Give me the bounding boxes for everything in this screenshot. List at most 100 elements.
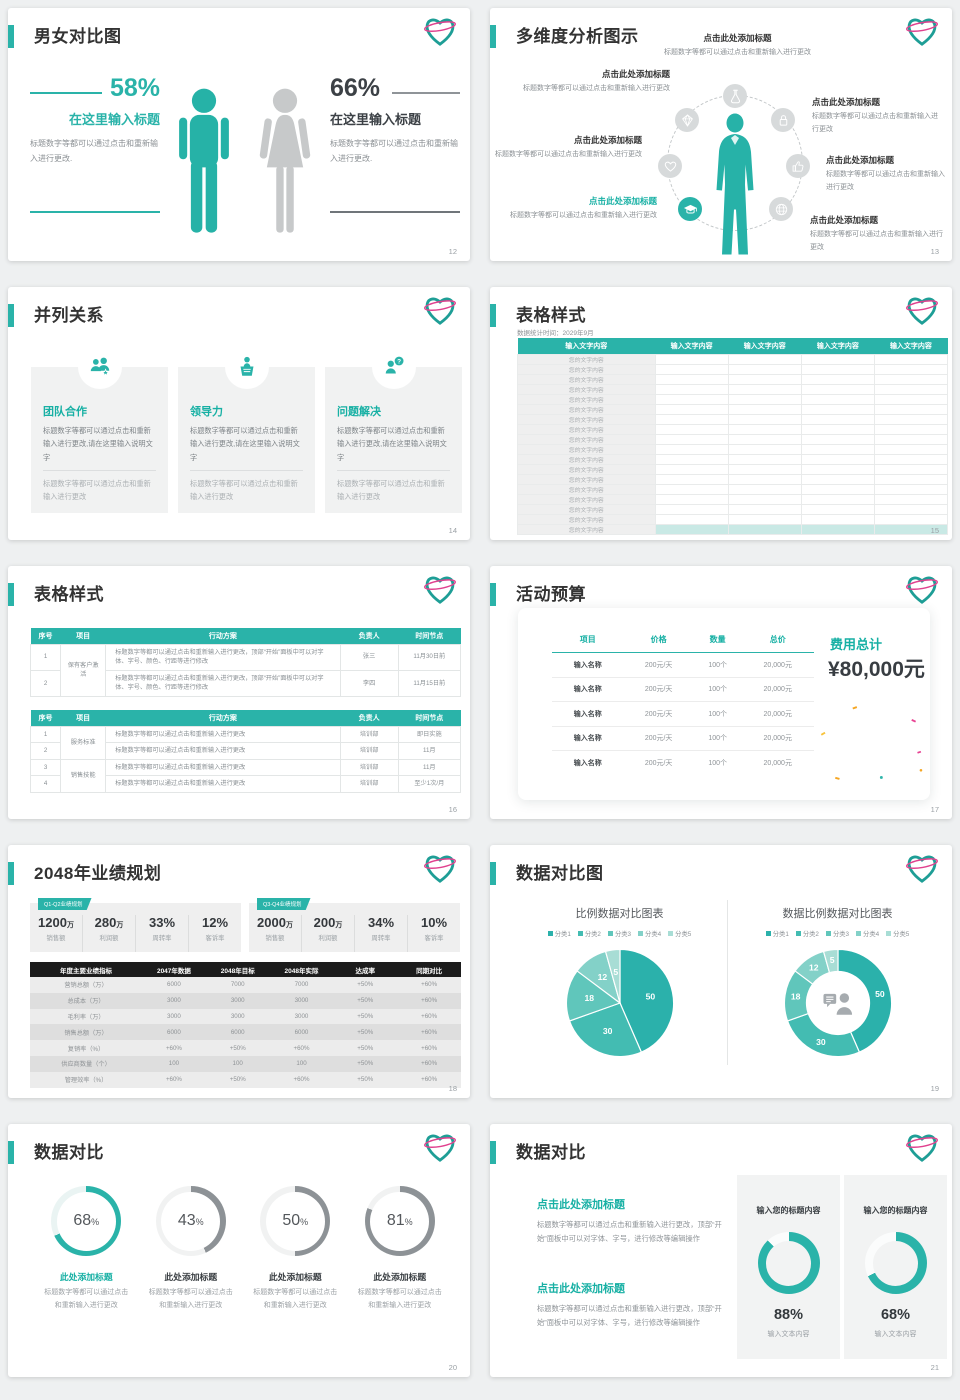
slide-title: 表格样式 [516, 306, 586, 325]
svg-text:50: 50 [875, 989, 885, 999]
stat-value: 34% [355, 915, 407, 931]
column-header: 行动方案 [105, 710, 341, 726]
stat-number: 12% [201, 915, 229, 930]
table-row: 4 标题数字等都可以通过点击和重新输入进行更改 培训部 至少1次/月 [29, 775, 462, 793]
card-body: 标题数字等都可以通过点击和重新输入进行更改,请在这里输入说明文字 [337, 424, 450, 471]
table-cell-empty [727, 383, 802, 395]
budget-row: 输入名称 200元/天 100个 20,000元 [552, 701, 814, 727]
card-heading: 输入您的标题内容 [756, 1206, 821, 1215]
table-cell-empty [800, 493, 875, 505]
ring-stats-row: 68% 此处添加标题 标题数字等都可以通过点击和重新输入进行更改 43% 此处添… [34, 1186, 452, 1312]
kpi-cell: 7000 [205, 977, 270, 993]
brand-logo-icon [905, 853, 939, 884]
stat-number: 2000 [257, 915, 286, 930]
ring-hole: 68% [56, 1191, 116, 1251]
slide-18[interactable]: 2048年业绩规划 Q1-Q2业绩规划 1200万 销售额 280万 利润额 3… [8, 845, 470, 1098]
chart-legend: 分类1 分类2 分类3 分类4 分类5 [730, 929, 945, 938]
slide-20[interactable]: 数据对比 68% 此处添加标题 标题数字等都可以通过点击和重新输入进行更改 43… [8, 1124, 470, 1377]
slide-14[interactable]: 并列关系 团队合作 标题数字等都可以通过点击和重新输入进行更改,请在这里输入说明… [8, 287, 470, 540]
male-subtitle: 在这里输入标题 [68, 112, 160, 127]
kpi-cell: +60% [142, 1040, 206, 1056]
slide-13[interactable]: 多维度分析图示 点击此处添加标题 标题数字等都可以通过点击和重新输入进行更改 点… [490, 8, 952, 261]
table-cell-empty [654, 403, 729, 415]
item-total: 20,000元 [763, 760, 792, 767]
block-body: 标题数字等都可以通过点击和重新输入进行更改 [664, 48, 811, 56]
diamond-icon [675, 108, 699, 132]
column-header: 数量 [693, 634, 742, 653]
legend-label: 分类5 [893, 931, 910, 938]
svg-text:30: 30 [602, 1026, 612, 1036]
divider [392, 92, 460, 94]
table-cell-empty [800, 423, 875, 435]
kpi-row: 供应商数量（个） 100 100 100 +50% +60% [30, 1055, 461, 1072]
page-number: 20 [448, 1363, 457, 1372]
table-row: 您的文字内容 [517, 473, 949, 485]
table-cell-empty [873, 403, 949, 415]
table-cell-empty [800, 373, 875, 385]
slide-12[interactable]: 男女对比图 58% 在这里输入标题 标题数字等都可以通过点击和重新输入进行更改.… [8, 8, 470, 261]
table-cell-empty [800, 513, 875, 525]
column-header: 项目 [552, 634, 624, 653]
slide-16[interactable]: 表格样式 序号 项目 行动方案 负责人 时间节点 1 保有客户激活 标题数字等都可以通过… [8, 566, 470, 819]
slide-title: 并列关系 [34, 306, 104, 325]
action-plan-table-2: 序号 项目 行动方案 负责人 时间节点 1 服务标准 标题数字等都可以通过点击和重新输入… [29, 710, 462, 793]
plan-cell: 标题数字等都可以通过点击和重新输入进行更改 [105, 758, 341, 777]
table-cell-empty [727, 513, 802, 525]
text-block: 点击此处添加标题 标题数字等都可以通过点击和重新输入进行更改，顶部“开始”面板中… [537, 1196, 722, 1246]
table-cell: 您的文字内容 [517, 433, 656, 445]
table-row: 您的文字内容 [517, 353, 949, 365]
slide-21[interactable]: 数据对比 点击此处添加标题 标题数字等都可以通过点击和重新输入进行更改，顶部“开… [490, 1124, 952, 1377]
ring-hole: 81% [370, 1191, 430, 1251]
card-caption: 输入文本内容 [767, 1331, 810, 1338]
kpi-row: 销售总额（万） 6000 6000 6000 +50% +60% [30, 1024, 461, 1041]
slide-15[interactable]: 表格样式 数据统计时间：2029年9月 输入文字内容 输入文字内容 输入文字内容 输入… [490, 287, 952, 540]
table-cell-empty [727, 373, 802, 385]
card-caption: 输入文本内容 [874, 1331, 917, 1338]
legend-item: 分类2 [795, 929, 819, 938]
stat-unit: 万 [285, 922, 293, 929]
percent-value: 50% [282, 1212, 308, 1230]
donut-chart: 50 30 18 12 5 [783, 948, 892, 1058]
table-cell-empty [654, 413, 729, 425]
team-icon [77, 345, 122, 389]
legend-label: 分类3 [832, 931, 850, 938]
owner-cell: 张三 [339, 643, 399, 671]
table-row: 您的文字内容 [517, 413, 949, 425]
legend-label: 分类3 [614, 931, 632, 938]
title-accent-bar [490, 304, 496, 327]
feature-card-leadership: 领导力 标题数字等都可以通过点击和重新输入进行更改,请在这里输入说明文字 标题数… [178, 345, 315, 513]
table-cell-empty [800, 353, 875, 365]
title-accent-bar [8, 304, 14, 327]
total-cost-label: 费用总计 [830, 637, 883, 652]
male-body-text: 标题数字等都可以通过点击和重新输入进行更改. [30, 139, 158, 164]
slide-title: 数据对比 [34, 1143, 104, 1162]
kpi-row: 营销总额（万） 6000 7000 7000 +50% +60% [30, 977, 461, 993]
item-total: 20,000元 [741, 652, 814, 678]
kpi-cell: 3000 [269, 992, 334, 1009]
project-cell: 销售技能 [60, 758, 107, 793]
card-body: 标题数字等都可以通过点击和重新输入进行更改,请在这里输入说明文字 [43, 424, 156, 471]
owner-cell: 培训部 [339, 775, 399, 793]
table-row: 您的文字内容 [517, 423, 949, 435]
item-name: 输入名称 [552, 726, 624, 751]
table-cell-empty [800, 393, 875, 405]
kpi-row: 管理效率（%） +60% +50% +60% +50% +60% [30, 1071, 461, 1088]
block-title: 点击此处添加标题 [826, 155, 895, 165]
table-cell-empty [654, 383, 729, 395]
ring-hole: 43% [161, 1191, 221, 1251]
slide-19[interactable]: 数据对比图 比例数据对比图表 分类1 分类2 分类3 分类4 分类5 50 30 18 12 5… [490, 845, 952, 1098]
male-figure-icon [166, 88, 242, 236]
ring-hole: 50% [265, 1191, 325, 1251]
slide-17[interactable]: 活动预算 项目 价格 数量 总价 输入名称 200元/天 100个 20,000元 输… [490, 566, 952, 819]
stat-item: 33% 周转率 [135, 915, 188, 952]
stat-label: 销售额 [265, 934, 285, 942]
kpi-cell: +50% [333, 1055, 398, 1072]
table-cell: 您的文字内容 [517, 523, 656, 535]
female-body-text: 标题数字等都可以通过点击和重新输入进行更改. [330, 139, 458, 164]
table-cell-empty [727, 423, 802, 435]
table-row: 1 服务标准 标题数字等都可以通过点击和重新输入进行更改 培训部 即日实施 [29, 725, 462, 760]
ring-body: 标题数字等都可以通过点击和重新输入进行更改 [148, 1289, 233, 1309]
legend-item: 分类5 [668, 929, 691, 938]
kpi-cell: 6000 [205, 1024, 270, 1041]
table-cell-empty [800, 523, 875, 535]
